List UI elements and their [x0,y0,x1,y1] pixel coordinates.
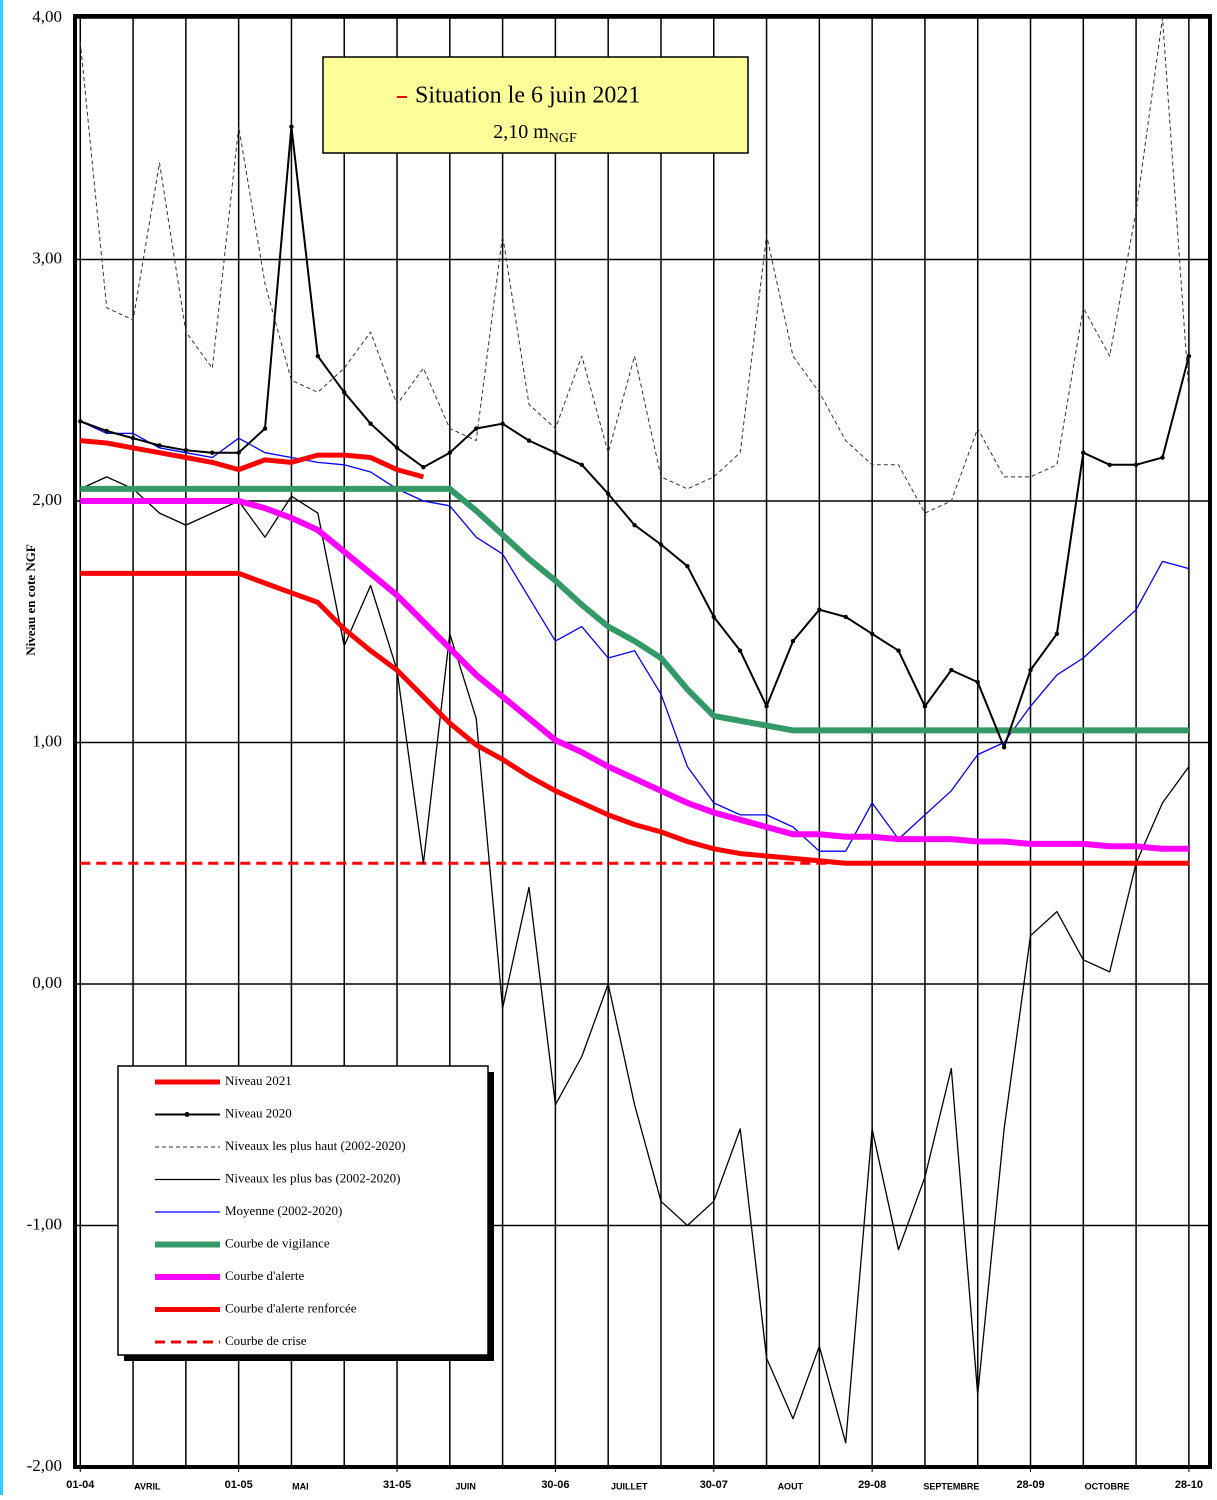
month-label: SEPTEMBRE [923,1481,979,1491]
page-edge [0,0,3,1495]
series-marker [1054,631,1060,637]
plot-lines [78,17,1192,1444]
x-tick-label: 01-04 [66,1479,95,1491]
series-marker [315,353,321,359]
y-axis-label: Niveau en cote NGF [23,544,38,656]
series-marker [949,667,954,673]
series-marker [447,450,453,455]
y-tick-label: 3,00 [32,248,62,267]
series-marker [817,607,822,612]
series-marker [1107,462,1112,467]
series-line [80,476,1190,1444]
series-marker [1186,353,1192,359]
y-tick-label: 0,00 [32,973,62,992]
series-marker [685,564,690,569]
series-marker [1001,745,1007,750]
x-tick-label: 30-07 [700,1479,728,1491]
month-label: AVRIL [134,1481,161,1491]
series-marker [236,450,241,455]
series-marker [896,648,901,653]
series-line [80,420,1190,852]
x-tick-label: 31-05 [383,1479,411,1491]
y-tick-label: -1,00 [27,1214,62,1233]
series-marker [157,443,162,448]
annotation-value: 2,10 mNGF [493,121,577,147]
x-tick-label: 30-06 [541,1479,569,1491]
series-marker [790,638,796,644]
series-marker [421,464,426,470]
annotation-subscript: NGF [549,131,577,146]
series-marker [474,426,479,431]
legend-label: Courbe d'alerte [225,1268,304,1283]
series-marker [975,679,980,685]
legend-label: Niveau 2020 [225,1105,292,1120]
series-line [79,17,1190,514]
month-label: MAI [292,1481,309,1491]
series-marker [130,436,136,441]
x-tick-label: 01-05 [225,1479,253,1491]
series-marker [104,428,109,434]
series-marker [579,462,584,467]
y-tick-label: -2,00 [27,1456,62,1475]
series-line [80,485,1189,734]
legend-label: Niveau 2021 [225,1073,292,1088]
series-marker [553,450,558,455]
series-marker [711,614,716,620]
series-marker [605,491,611,496]
legend-label: Courbe d'alerte renforcée [225,1300,357,1315]
series-marker [869,631,875,637]
series-marker [1133,462,1139,467]
annotation-text: Situation le 6 juin 2021 [415,83,640,109]
annotation-value-main: 2,10 m [493,121,549,143]
legend-marker [184,1112,190,1117]
series-marker [368,421,373,426]
series-marker [500,421,505,426]
series-marker [262,426,268,431]
series-marker [1081,450,1086,455]
series-marker [658,542,664,547]
series-marker [289,124,294,129]
y-tick-label: 1,00 [32,731,62,750]
legend: Niveau 2021 Niveau 2020 Niveaux les plus h… [117,1065,494,1361]
legend-label: Niveaux les plus haut (2002-2020) [225,1138,406,1153]
series-marker [737,648,743,653]
series-marker [526,438,532,443]
series-line [80,570,1189,866]
series-marker [632,522,637,528]
series-marker [78,419,83,424]
legend-label: Courbe de crise [225,1333,307,1348]
legend-label: Courbe de vigilance [225,1235,330,1250]
series-marker [342,390,347,395]
y-tick-label: 2,00 [32,490,62,509]
series-marker [1028,667,1033,673]
series-marker [843,614,848,620]
x-tick-label: 29-08 [858,1479,886,1491]
month-label: OCTOBRE [1085,1481,1130,1491]
series-marker [394,445,400,451]
legend-label: Niveaux les plus bas (2002-2020) [225,1170,400,1185]
series-line [80,438,425,480]
month-label: JUILLET [611,1481,648,1491]
legend-label: Moyenne (2002-2020) [225,1203,342,1218]
annotation-box: Situation le 6 juin 2021 2,10 mNGF [322,56,749,154]
series-marker [764,704,769,709]
annotation-frame [322,56,749,154]
x-tick-label: 28-10 [1175,1479,1203,1491]
month-label: JUIN [455,1481,476,1491]
series-line [80,498,1189,852]
series-marker [183,448,189,453]
month-label: AOUT [778,1481,804,1491]
x-tick-label: 28-09 [1016,1479,1044,1491]
plot-frame [73,14,1212,1469]
y-tick-label: 4,00 [32,7,62,26]
series-marker [210,450,215,455]
series-marker [922,704,928,709]
series-line [79,125,1190,749]
series-marker [1160,455,1165,460]
